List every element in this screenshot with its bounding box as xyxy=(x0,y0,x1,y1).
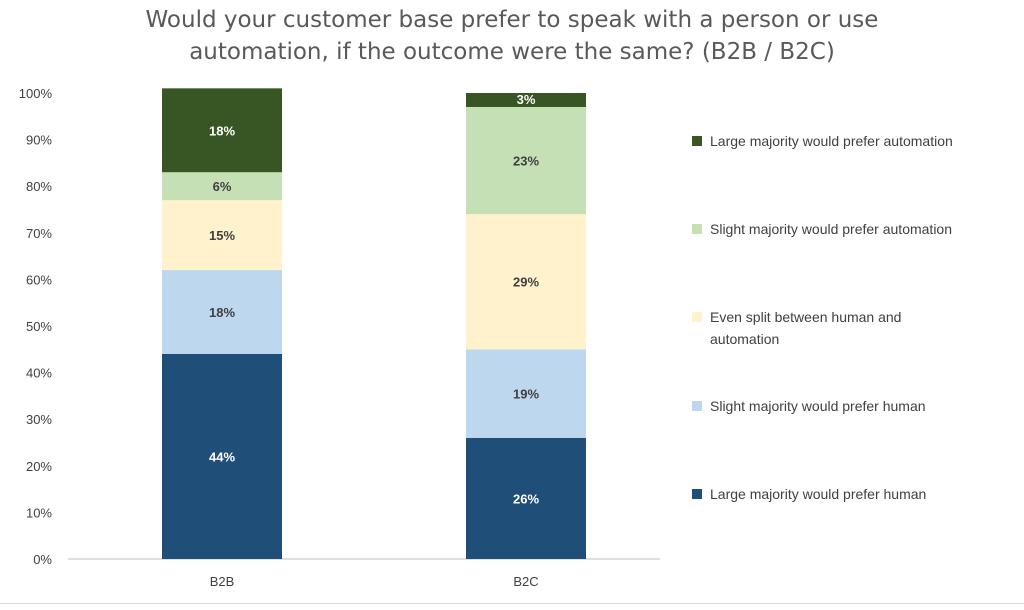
legend-swatch xyxy=(692,489,702,499)
x-axis-tick-labels: B2B B2C xyxy=(210,574,539,589)
chart-title-line-2: automation, if the outcome were the same… xyxy=(189,39,835,65)
data-label: 3% xyxy=(517,92,536,107)
y-tick-label: 0% xyxy=(33,552,52,567)
legend-label: Large majority would prefer automation xyxy=(710,133,953,149)
bar-segment xyxy=(162,172,282,201)
y-tick-label: 100% xyxy=(19,86,53,101)
bar-segment xyxy=(162,353,282,559)
legend-label: Large majority would prefer human xyxy=(710,486,926,502)
x-tick-label: B2C xyxy=(513,574,538,589)
y-tick-label: 20% xyxy=(26,459,52,474)
data-label: 18% xyxy=(209,123,235,138)
bar-segment xyxy=(162,88,282,173)
bar-segment xyxy=(466,214,586,350)
legend-label: automation xyxy=(710,331,779,347)
bar-segment xyxy=(466,349,586,438)
data-label: 44% xyxy=(209,449,235,464)
bar-segment xyxy=(466,437,586,559)
data-label: 15% xyxy=(209,228,235,243)
data-label: 23% xyxy=(513,154,539,169)
chart-title-line-1: Would your customer base prefer to speak… xyxy=(146,7,879,33)
legend-swatch xyxy=(692,312,702,322)
y-tick-label: 90% xyxy=(26,133,52,148)
y-tick-label: 70% xyxy=(26,226,52,241)
data-label: 18% xyxy=(209,305,235,320)
data-label: 29% xyxy=(513,275,539,290)
legend-swatch xyxy=(692,224,702,234)
legend-swatch xyxy=(692,401,702,411)
y-tick-label: 80% xyxy=(26,179,52,194)
data-label: 26% xyxy=(513,491,539,506)
y-axis-tick-labels: 0% 10% 20% 30% 40% 50% 60% 70% 80% 90% 100% xyxy=(19,86,53,567)
bar-segment xyxy=(466,106,586,215)
y-tick-label: 10% xyxy=(26,505,52,520)
y-tick-label: 40% xyxy=(26,366,52,381)
legend-label: Even split between human and xyxy=(710,309,901,325)
legend-label: Slight majority would prefer automation xyxy=(710,221,952,237)
y-tick-label: 50% xyxy=(26,319,52,334)
bar-stacks: 44% 18% 15% 6% 18% 26% 19% 29% 23% 3% xyxy=(162,88,586,559)
bar-segment xyxy=(162,270,282,354)
legend-swatch xyxy=(692,136,702,146)
y-tick-label: 30% xyxy=(26,412,52,427)
bottom-divider xyxy=(0,603,1024,604)
legend: Large majority would prefer automation Sl… xyxy=(692,133,953,502)
legend-label: Slight majority would prefer human xyxy=(710,398,926,414)
x-tick-label: B2B xyxy=(210,574,235,589)
bar-segment xyxy=(162,200,282,271)
data-label: 19% xyxy=(513,387,539,402)
data-label: 6% xyxy=(213,179,232,194)
y-tick-label: 60% xyxy=(26,272,52,287)
bar-segment xyxy=(466,93,586,107)
